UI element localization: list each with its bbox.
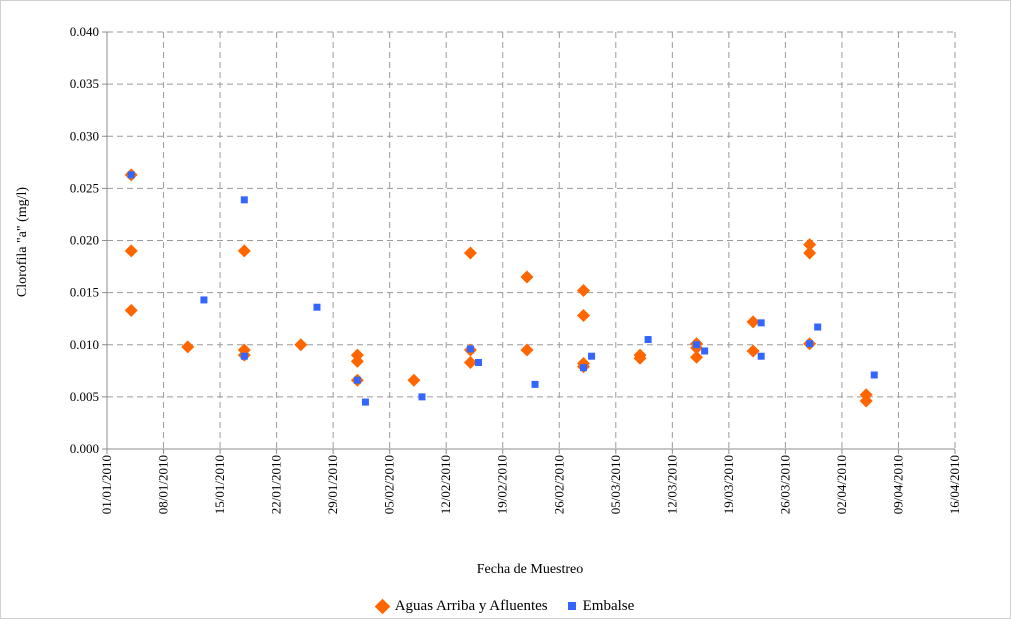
x-tick-label: 19/02/2010	[495, 455, 510, 514]
diamond-point	[181, 340, 195, 354]
diamond-point	[859, 394, 873, 408]
x-tick-label: 08/01/2010	[156, 455, 171, 514]
legend-label-series-2: Embalse	[582, 597, 635, 614]
diamond-point	[124, 303, 138, 317]
legend-item-series-1: Aguas Arriba y Afluentes	[374, 597, 548, 615]
diamond-point	[520, 270, 534, 284]
square-point	[814, 323, 822, 331]
square-point	[475, 358, 483, 366]
y-tick-label: 0.000	[70, 441, 99, 456]
square-point	[806, 340, 814, 348]
x-tick-label: 12/02/2010	[438, 455, 453, 514]
square-point	[588, 352, 596, 360]
square-point	[870, 371, 878, 379]
square-marker-icon	[567, 602, 576, 610]
x-axis-title: Fecha de Muestreo	[477, 562, 584, 577]
square-point	[531, 380, 539, 388]
y-tick-label: 0.030	[70, 128, 99, 143]
square-point	[313, 303, 321, 311]
square-point	[240, 352, 248, 360]
diamond-point	[407, 373, 421, 387]
square-point	[466, 345, 474, 353]
grid	[107, 31, 956, 449]
square-point	[353, 376, 361, 384]
diamond-point	[520, 343, 534, 357]
square-point	[200, 296, 208, 304]
legend-label-series-1: Aguas Arriba y Afluentes	[394, 597, 548, 614]
diamond-point	[350, 354, 364, 368]
diamond-point	[576, 284, 590, 298]
axes	[102, 31, 956, 454]
square-point	[418, 393, 426, 401]
square-point	[693, 341, 701, 349]
y-axis-title: Clorofila "a" (mg/l)	[15, 187, 30, 298]
x-tick-label: 05/02/2010	[382, 455, 397, 514]
y-tick-labels: 0.000 0.005 0.010 0.015 0.020 0.025 0.030 0.035…	[70, 24, 99, 456]
x-tick-label: 05/03/2010	[608, 455, 623, 514]
x-tick-label: 12/03/2010	[664, 455, 679, 514]
square-point	[757, 352, 765, 360]
y-tick-label: 0.015	[70, 285, 99, 300]
diamond-point	[294, 338, 308, 352]
y-tick-label: 0.025	[70, 180, 99, 195]
square-point	[361, 398, 369, 406]
x-tick-label: 01/01/2010	[99, 455, 114, 514]
square-point	[644, 336, 652, 344]
x-tick-labels: 01/01/2010 08/01/2010 15/01/2010 22/01/2010…	[99, 455, 962, 514]
y-tick-label: 0.010	[70, 337, 99, 352]
x-tick-label: 16/04/2010	[947, 455, 962, 514]
diamond-marker-icon	[374, 598, 390, 614]
diamond-point	[237, 244, 251, 258]
x-tick-label: 19/03/2010	[721, 455, 736, 514]
diamond-point	[746, 344, 760, 358]
square-point	[579, 364, 587, 372]
diamond-point	[576, 309, 590, 323]
y-tick-label: 0.040	[70, 24, 99, 39]
diamond-point	[803, 246, 817, 260]
y-tick-label: 0.035	[70, 76, 99, 91]
data-marks	[124, 168, 878, 408]
x-tick-label: 29/01/2010	[325, 455, 340, 514]
legend-item-series-2: Embalse	[567, 597, 635, 615]
square-point	[757, 319, 765, 327]
x-tick-label: 15/01/2010	[212, 455, 227, 514]
diamond-point	[124, 244, 138, 258]
x-tick-label: 02/04/2010	[834, 455, 849, 514]
square-point	[240, 196, 248, 204]
x-tick-label: 26/03/2010	[777, 455, 792, 514]
diamond-point	[463, 355, 477, 369]
diamond-point	[690, 350, 704, 364]
diamond-point	[746, 315, 760, 329]
diamond-point	[633, 351, 647, 365]
x-tick-label: 26/02/2010	[551, 455, 566, 514]
diamond-point	[463, 246, 477, 260]
square-point	[127, 171, 135, 179]
x-tick-label: 22/01/2010	[269, 455, 284, 514]
x-tick-label: 09/04/2010	[890, 455, 905, 514]
diamond-point	[803, 238, 817, 252]
y-tick-label: 0.020	[70, 233, 99, 248]
legend: Aguas Arriba y Afluentes Embalse	[0, 594, 1011, 618]
y-tick-label: 0.005	[70, 389, 99, 404]
square-point	[701, 347, 709, 355]
